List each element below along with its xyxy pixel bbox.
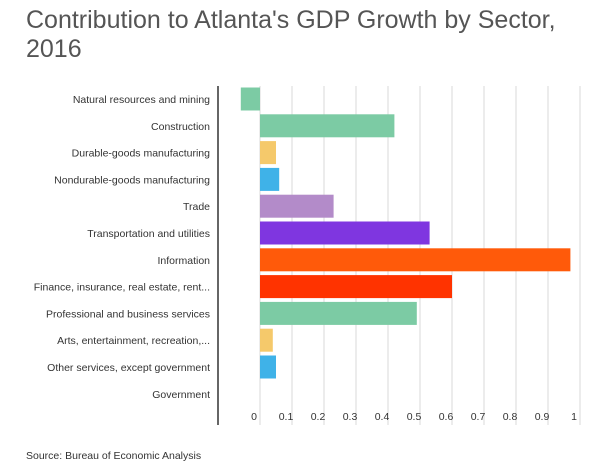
bars bbox=[240, 87, 571, 379]
x-tick-label: 0.3 bbox=[343, 411, 358, 423]
category-label: Natural resources and mining bbox=[73, 94, 210, 106]
x-tick-label: 1 bbox=[571, 411, 577, 423]
x-tick-label: 0.2 bbox=[311, 411, 326, 423]
bar bbox=[260, 328, 273, 352]
category-label: Durable-goods manufacturing bbox=[72, 148, 210, 160]
category-label: Government bbox=[152, 389, 210, 401]
x-tick-label: 0.9 bbox=[535, 411, 550, 423]
category-label: Other services, except government bbox=[47, 362, 210, 374]
category-label: Finance, insurance, real estate, rent... bbox=[34, 282, 210, 294]
category-label: Nondurable-goods manufacturing bbox=[54, 174, 210, 186]
bar bbox=[260, 114, 395, 138]
category-label: Trade bbox=[183, 201, 210, 213]
bar bbox=[240, 87, 260, 111]
category-label: Transportation and utilities bbox=[87, 228, 210, 240]
x-tick-label: 0.8 bbox=[503, 411, 518, 423]
bar bbox=[260, 355, 276, 379]
category-label: Arts, entertainment, recreation,... bbox=[57, 335, 210, 347]
x-tick-label: 0.4 bbox=[375, 411, 390, 423]
bar bbox=[260, 248, 571, 272]
x-tick-label: 0.1 bbox=[279, 411, 294, 423]
chart-title: Contribution to Atlanta's GDP Growth by … bbox=[26, 6, 556, 63]
x-tick-label: 0 bbox=[251, 411, 257, 423]
category-labels: Natural resources and mining Construction… bbox=[34, 94, 210, 401]
x-tick-label: 0.6 bbox=[439, 411, 454, 423]
bar bbox=[260, 194, 334, 218]
x-tick-label: 0.7 bbox=[471, 411, 486, 423]
x-tick-labels: 0 0.1 0.2 0.3 0.4 0.5 0.6 0.7 0.8 0.9 1 bbox=[251, 411, 577, 423]
category-label: Information bbox=[157, 255, 210, 267]
x-tick-label: 0.5 bbox=[407, 411, 422, 423]
source-note: Source: Bureau of Economic Analysis bbox=[26, 450, 202, 462]
bar bbox=[260, 275, 452, 299]
bar bbox=[260, 167, 280, 191]
bar bbox=[260, 221, 430, 245]
bar bbox=[260, 301, 417, 325]
bar bbox=[260, 141, 276, 165]
category-label: Professional and business services bbox=[46, 308, 210, 320]
category-label: Construction bbox=[151, 121, 210, 133]
